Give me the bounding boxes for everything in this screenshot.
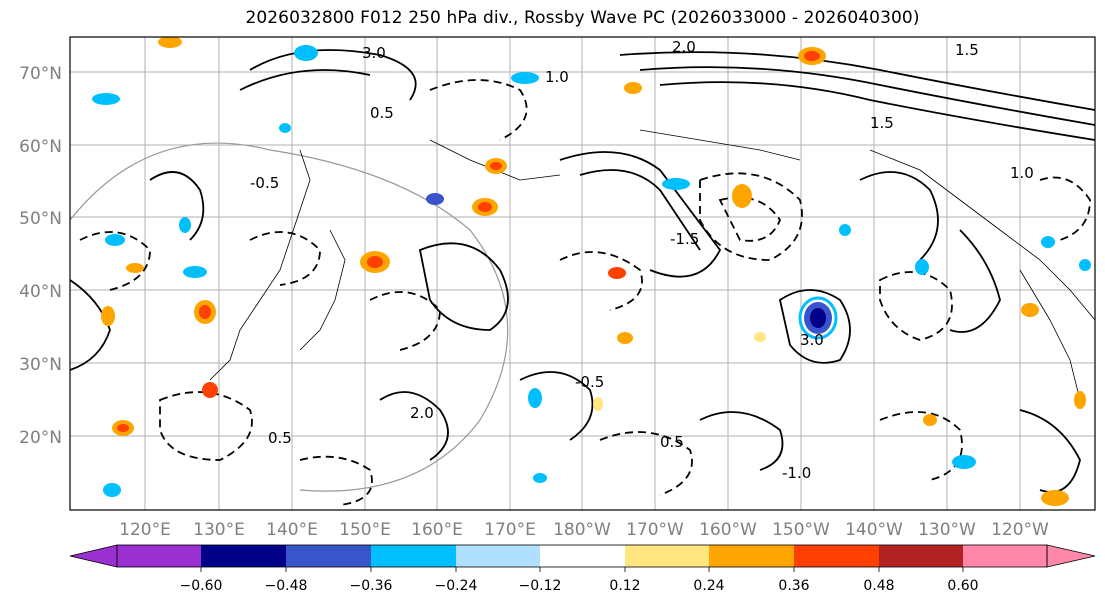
lon-label-130w: 130°W: [918, 520, 976, 540]
lon-label-140w: 140°W: [845, 520, 903, 540]
contour-label: -0.5: [575, 373, 604, 391]
map-title: 2026032800 F012 250 hPa div., Rossby Wav…: [245, 8, 920, 28]
colorbar-frame: [116, 544, 1048, 568]
colorbar-segment: [794, 545, 879, 567]
contour-label: 1.5: [955, 41, 979, 59]
colorbar-over-extend: [1046, 544, 1096, 568]
lon-label-150w: 150°W: [772, 520, 830, 540]
lat-label-20n: 20°N: [19, 428, 62, 448]
colorbar-tick-label: −0.60: [180, 578, 223, 594]
colorbar-segment: [201, 545, 286, 567]
colorbar-segment: [879, 545, 963, 567]
colorbar-segment: [286, 545, 371, 567]
lon-label-120e: 120°E: [119, 520, 171, 540]
lon-label-160w: 160°W: [699, 520, 757, 540]
great-circle-arc: [70, 142, 509, 492]
colorbar-tick-label: 0.12: [609, 578, 640, 594]
contour-label: 0.5: [370, 104, 394, 122]
colorbar-under-extend: [69, 544, 118, 568]
contour-label: 0.5: [660, 433, 684, 451]
contour-label: 1.0: [545, 68, 569, 86]
lon-label-130e: 130°E: [193, 520, 245, 540]
contour-labels: 3.0 3.0 2.0 2.0 1.5 1.5 1.0 1.0 0.5 0.5 …: [250, 38, 1034, 482]
colorbar-segment: [371, 545, 456, 567]
lon-label-120w: 120°W: [991, 520, 1049, 540]
contour-label: -0.5: [250, 174, 279, 192]
lat-label-50n: 50°N: [19, 209, 62, 229]
colorbar-segment: [709, 545, 794, 567]
contour-label: 0.5: [268, 429, 292, 447]
negative-contours: [79, 79, 1091, 506]
contour-label: 1.0: [1010, 164, 1034, 182]
positive-contours: [70, 49, 1095, 493]
contour-label: 2.0: [672, 38, 696, 56]
coastlines: [209, 129, 1095, 401]
longitude-labels: 120°E 130°E 140°E 150°E 160°E 170°E 180°…: [119, 520, 1049, 540]
contour-label: 2.0: [410, 404, 434, 422]
contour-label: -1.5: [670, 230, 699, 248]
lon-label-140e: 140°E: [266, 520, 318, 540]
lon-label-150e: 150°E: [339, 520, 391, 540]
contour-label: 3.0: [362, 44, 386, 62]
colorbar-ticks: −0.60 −0.48 −0.36 −0.24 −0.12 0.12 0.24 0.36 0.4…: [180, 567, 979, 594]
lat-label-60n: 60°N: [19, 137, 62, 157]
colorbar-tick-label: −0.12: [519, 578, 562, 594]
colorbar-tick-label: 0.24: [693, 578, 724, 594]
colorbar: −0.60 −0.48 −0.36 −0.24 −0.12 0.12 0.24 0.36 0.4…: [69, 544, 1096, 594]
colorbar-segment: [963, 545, 1047, 567]
colorbar-segments: [117, 545, 1047, 567]
colorbar-segment: [625, 545, 709, 567]
lon-label-170w: 170°W: [626, 520, 684, 540]
colorbar-segment: [117, 545, 201, 567]
plot-frame: [69, 36, 1096, 511]
shaded-patches: [92, 37, 1091, 506]
contour-label: -1.0: [782, 464, 811, 482]
contour-label: 3.0: [800, 331, 824, 349]
lon-label-160e: 160°E: [411, 520, 463, 540]
colorbar-tick-label: 0.36: [778, 578, 809, 594]
colorbar-tick-label: −0.36: [350, 578, 393, 594]
lon-label-180w: 180°W: [553, 520, 611, 540]
lat-label-40n: 40°N: [19, 282, 62, 302]
lat-label-70n: 70°N: [19, 64, 62, 84]
lon-label-170e: 170°E: [484, 520, 536, 540]
colorbar-tick-label: −0.24: [435, 578, 478, 594]
colorbar-segment: [540, 545, 625, 567]
latitude-labels: 70°N 60°N 50°N 40°N 30°N 20°N: [19, 64, 62, 448]
colorbar-tick-label: 0.48: [863, 578, 894, 594]
contour-label: 1.5: [870, 114, 894, 132]
colorbar-segment: [456, 545, 540, 567]
lat-label-30n: 30°N: [19, 355, 62, 375]
colorbar-tick-label: 0.60: [947, 578, 978, 594]
colorbar-tick-label: −0.48: [265, 578, 308, 594]
